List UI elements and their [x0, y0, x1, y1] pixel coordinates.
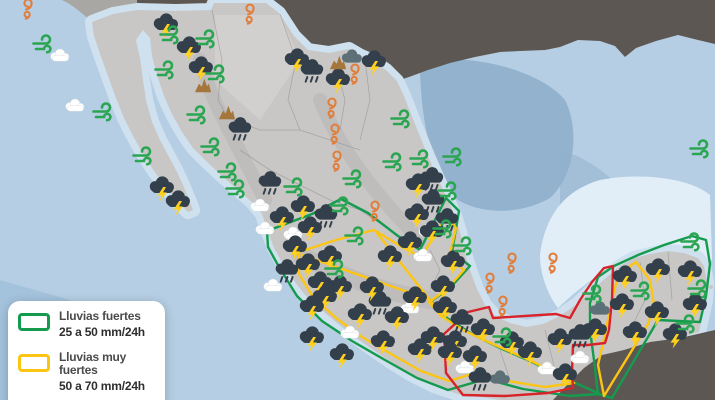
guatemala-belize-land	[553, 330, 715, 400]
legend-swatch-green	[18, 313, 50, 331]
legend-range: 50 a 70 mm/24h	[59, 379, 145, 394]
cozumel-island	[709, 285, 713, 289]
state-borders	[211, 9, 673, 381]
legend-item-lluvias-muy-fuertes: Lluvias muy fuertes 50 a 70 mm/24h	[18, 349, 155, 394]
gulf-deep-water	[420, 59, 574, 211]
legend-range: 25 a 50 mm/24h	[59, 324, 145, 339]
usa-land	[137, 0, 715, 81]
campeche-bank-shallow	[540, 176, 712, 308]
usa-west-land	[62, 0, 137, 22]
legend-card: Lluvias fuertes 25 a 50 mm/24h Lluvias m…	[8, 301, 165, 400]
zone-outline-lluvias-intensas	[442, 264, 615, 398]
legend-swatch-yellow	[18, 353, 50, 372]
legend-label: Lluvias fuertes	[59, 309, 141, 323]
legend-item-lluvias-fuertes: Lluvias fuertes 25 a 50 mm/24h	[18, 309, 155, 340]
zone-outline-lluvias-fuertes-yucatan	[588, 234, 712, 400]
legend-label: Lluvias muy fuertes	[59, 349, 127, 378]
